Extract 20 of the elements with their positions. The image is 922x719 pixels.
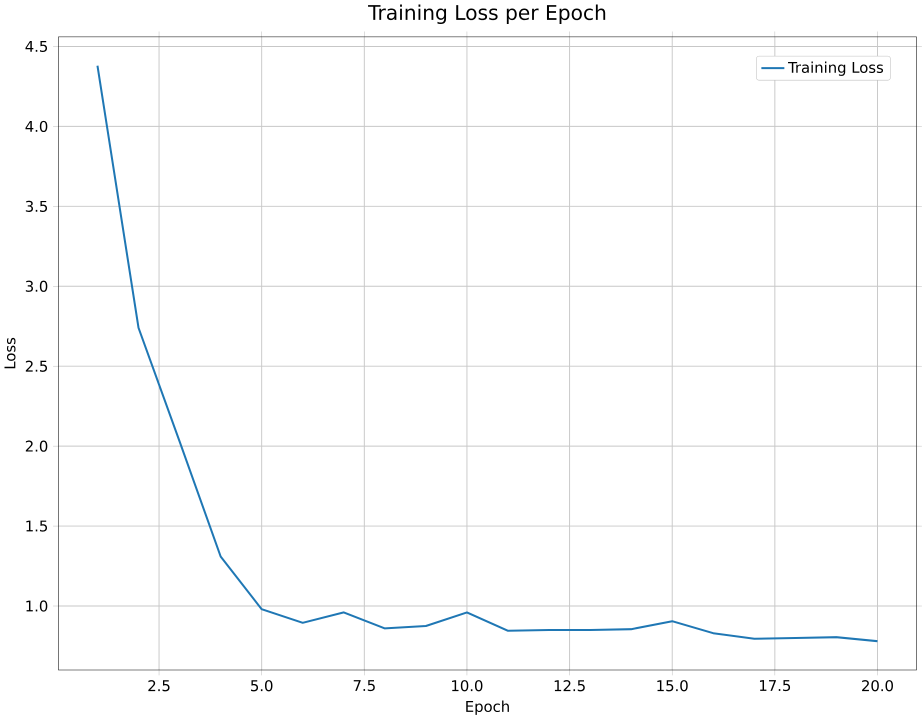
y-tick-label: 2.0 <box>26 440 48 452</box>
y-tick-label: 3.5 <box>26 200 48 212</box>
y-tick-label: 4.5 <box>25 40 48 52</box>
x-tick-label: 7.5 <box>354 680 375 691</box>
legend-label: Training Loss <box>788 61 884 76</box>
y-tick-label: 4.0 <box>25 120 48 132</box>
x-tick-label: 12.5 <box>554 680 585 692</box>
y-tick-label: 1.0 <box>26 600 48 612</box>
x-tick-label: 5.0 <box>251 680 272 692</box>
chart-title: Training Loss per Epoch <box>368 4 606 24</box>
y-axis-title: Loss <box>4 338 16 368</box>
x-tick-label: 20.0 <box>862 680 893 692</box>
x-tick-label: 17.5 <box>760 680 790 691</box>
y-tick-label: 1.5 <box>26 520 48 532</box>
y-tick-label: 2.5 <box>26 360 48 372</box>
x-tick-label: 2.5 <box>148 680 170 692</box>
x-axis-title: Epoch <box>466 700 509 715</box>
x-tick-label: 10.0 <box>452 680 482 692</box>
x-tick-label: 15.0 <box>657 680 688 692</box>
y-tick-label: 3.0 <box>26 280 48 292</box>
